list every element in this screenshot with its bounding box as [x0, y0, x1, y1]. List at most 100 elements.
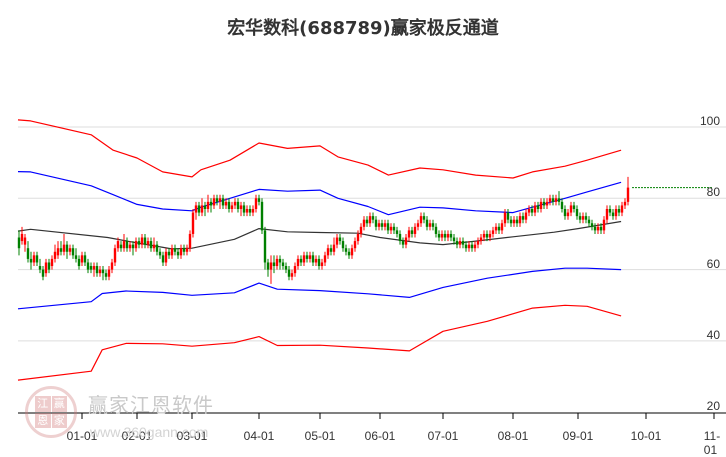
candle-down [530, 208, 534, 213]
seal-char: 恩 [35, 412, 51, 428]
watermark-url: www.360gann.com [90, 424, 209, 440]
candle-up [140, 237, 144, 245]
candle-down [95, 266, 99, 274]
candle-up [368, 216, 372, 224]
candle-down [17, 237, 21, 249]
candle-down [392, 226, 396, 231]
candle-down [119, 244, 123, 249]
watermark-seal-icon: 江 赢 恩 家 [25, 386, 77, 438]
candle-down [161, 255, 165, 263]
watermark-brand: 赢家江恩软件 [88, 393, 214, 417]
candle-down [125, 241, 129, 249]
candle-up [548, 198, 552, 202]
candle-down [521, 216, 525, 220]
candle-up [614, 208, 618, 217]
candle-down [257, 198, 261, 202]
candle-down [272, 262, 276, 267]
candle-up [128, 244, 132, 249]
candle-up [68, 248, 72, 252]
candle-down [41, 269, 45, 277]
candle-down [437, 233, 441, 238]
candle-down [104, 273, 108, 277]
candle-down [131, 244, 135, 249]
candle-up [116, 241, 120, 249]
seal-char: 家 [51, 412, 67, 428]
chart-title: 宏华数科(688789)赢家极反通道 [227, 18, 499, 39]
candle-down [374, 219, 378, 227]
candle-down [536, 205, 540, 209]
candle-up [146, 241, 150, 245]
candle-up [458, 241, 462, 245]
candle-down [182, 248, 186, 252]
candle-up [302, 255, 306, 263]
candle-up [110, 262, 114, 270]
candle-down [143, 237, 147, 245]
candle-down [380, 223, 384, 227]
candle-up [524, 212, 528, 220]
candle-up [500, 223, 504, 231]
candle-up [416, 223, 420, 227]
candle-up [467, 244, 471, 249]
candle-down [584, 216, 588, 220]
candle-up [206, 201, 210, 209]
candle-up [200, 205, 204, 213]
candle-down [311, 255, 315, 263]
candle-up [494, 226, 498, 231]
candle-up [554, 198, 558, 202]
x-tick-05-01: 05-01 [304, 429, 336, 443]
candle-up [185, 248, 189, 252]
candle-down [410, 230, 414, 234]
candle-up [605, 208, 609, 220]
candle-up [602, 219, 606, 231]
candle-down [83, 255, 87, 263]
candle-down [26, 248, 30, 259]
candle-up [479, 237, 483, 242]
candle-up [353, 241, 357, 249]
candle-up [446, 233, 450, 238]
candle-down [464, 244, 468, 249]
candle-down [77, 258, 81, 267]
candle-down [137, 241, 141, 245]
candle-down [74, 255, 78, 259]
candle-down [575, 208, 579, 217]
candle-up [170, 248, 174, 256]
candle-up [164, 251, 168, 263]
candle-up [293, 266, 297, 274]
candle-down [281, 262, 285, 267]
lower-outer-band-line [17, 304, 622, 381]
candle-down [425, 219, 429, 227]
candle-up [53, 251, 57, 259]
candle-up [518, 216, 522, 224]
candle-up [275, 258, 279, 267]
candle-down [401, 241, 405, 245]
candle-up [362, 219, 366, 227]
candle-down [209, 201, 213, 206]
y-tick-80: 80 [706, 185, 720, 199]
candle-down [557, 198, 561, 202]
candle-down [299, 258, 303, 263]
candle-up [179, 248, 183, 256]
candle-down [197, 205, 201, 213]
candle-down [248, 208, 252, 213]
candle-up [419, 216, 423, 224]
x-tick-08-01: 08-01 [497, 429, 529, 443]
candle-up [122, 241, 126, 249]
middle-line-line [17, 220, 622, 250]
candle-up [32, 255, 36, 263]
candle-up [359, 226, 363, 234]
candle-up [44, 262, 48, 274]
candle-up [482, 233, 486, 238]
candle-down [506, 212, 510, 220]
candle-down [452, 237, 456, 242]
candle-down [215, 198, 219, 202]
candle-down [434, 226, 438, 234]
candle-down [551, 198, 555, 202]
candle-down [542, 201, 546, 206]
candle-down [242, 205, 246, 213]
candle-up [80, 255, 84, 263]
candle-up [239, 205, 243, 209]
candle-up [527, 208, 531, 213]
x-tick-04-01: 04-01 [243, 429, 275, 443]
candle-up [134, 241, 138, 249]
candle-up [290, 273, 294, 277]
